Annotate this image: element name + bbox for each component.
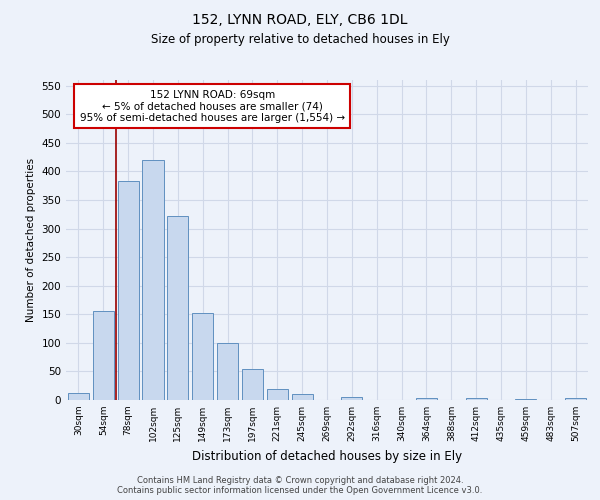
Y-axis label: Number of detached properties: Number of detached properties xyxy=(26,158,36,322)
Bar xyxy=(267,389,288,400)
Text: Size of property relative to detached houses in Ely: Size of property relative to detached ho… xyxy=(151,32,449,46)
Bar xyxy=(416,398,437,400)
Bar xyxy=(341,397,362,400)
Text: 152, LYNN ROAD, ELY, CB6 1DL: 152, LYNN ROAD, ELY, CB6 1DL xyxy=(192,12,408,26)
Bar xyxy=(466,398,487,400)
Text: Contains HM Land Registry data © Crown copyright and database right 2024.
Contai: Contains HM Land Registry data © Crown c… xyxy=(118,476,482,495)
Bar xyxy=(292,394,313,400)
Bar xyxy=(93,312,114,400)
Bar xyxy=(118,181,139,400)
Text: 152 LYNN ROAD: 69sqm
← 5% of detached houses are smaller (74)
95% of semi-detach: 152 LYNN ROAD: 69sqm ← 5% of detached ho… xyxy=(80,90,345,123)
Bar xyxy=(167,216,188,400)
Bar xyxy=(565,398,586,400)
Bar xyxy=(68,392,89,400)
Bar xyxy=(242,368,263,400)
Bar xyxy=(192,313,213,400)
X-axis label: Distribution of detached houses by size in Ely: Distribution of detached houses by size … xyxy=(192,450,462,462)
Bar xyxy=(515,399,536,400)
Bar xyxy=(142,160,164,400)
Bar xyxy=(217,343,238,400)
